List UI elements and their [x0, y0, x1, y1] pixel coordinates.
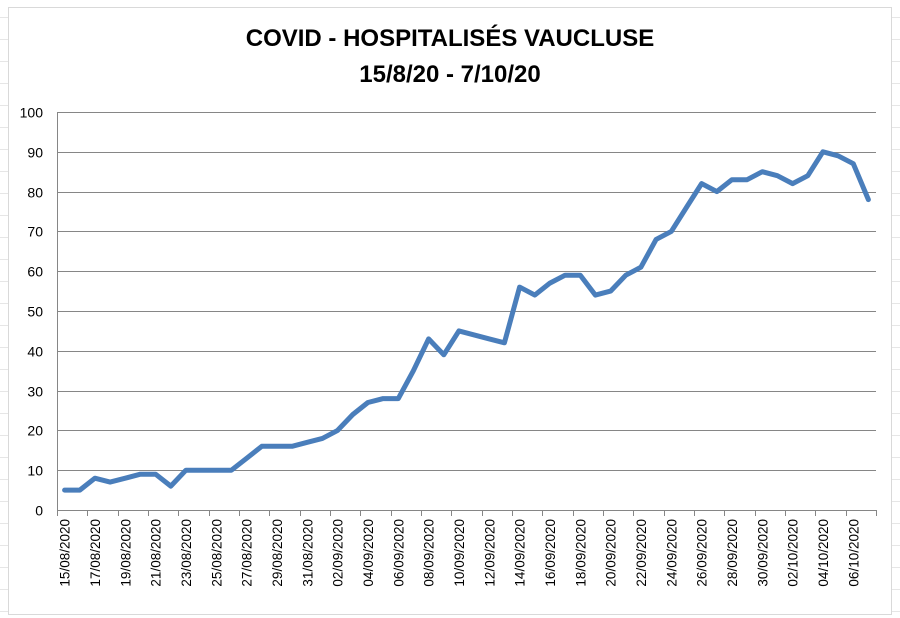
y-tick-label: 20	[27, 423, 43, 439]
x-tick-label: 20/09/2020	[604, 519, 619, 587]
y-tick-label: 10	[27, 463, 43, 479]
x-tick-label: 04/10/2020	[816, 519, 831, 587]
y-tick-label: 40	[27, 344, 43, 360]
x-tick-label: 21/08/2020	[149, 519, 164, 587]
x-tick-label: 12/09/2020	[482, 519, 497, 587]
x-tick-label: 14/09/2020	[513, 519, 528, 587]
x-tick-label: 17/08/2020	[88, 519, 103, 587]
x-tick-label: 02/10/2020	[786, 519, 801, 587]
x-tick-label: 19/08/2020	[118, 519, 133, 587]
y-axis-tick-labels: 0 10 20 30 40 50 60 70 80 90 100	[20, 105, 44, 519]
series-line	[62, 149, 871, 493]
y-tick-label: 70	[27, 224, 43, 240]
chart-title: COVID - HOSPITALISÉS VAUCLUSE	[245, 25, 655, 52]
x-tick-label: 27/08/2020	[240, 519, 255, 587]
y-tick-label: 60	[27, 264, 43, 280]
x-tick-label: 08/09/2020	[422, 519, 437, 587]
y-tick-label: 0	[35, 503, 43, 519]
y-tick-label: 30	[27, 384, 43, 400]
series-group	[62, 149, 871, 493]
x-tick-label: 06/09/2020	[391, 519, 406, 587]
x-tick-label: 26/09/2020	[695, 519, 710, 587]
y-tick-label: 90	[27, 145, 43, 161]
y-tick-label: 100	[20, 105, 44, 121]
x-tick-label: 02/09/2020	[331, 519, 346, 587]
x-tick-label: 25/08/2020	[209, 519, 224, 587]
x-tick-label: 23/08/2020	[179, 519, 194, 587]
gridlines	[57, 112, 876, 516]
x-tick-label: 29/08/2020	[270, 519, 285, 587]
x-tick-label: 15/08/2020	[58, 519, 73, 587]
chart-subtitle: 15/8/20 - 7/10/20	[359, 61, 541, 88]
x-tick-label: 04/09/2020	[361, 519, 376, 587]
x-tick-label: 31/08/2020	[300, 519, 315, 587]
x-tick-label: 28/09/2020	[725, 519, 740, 587]
x-tick-label: 10/09/2020	[452, 519, 467, 587]
x-axis-tick-labels: 15/08/2020 17/08/2020 19/08/2020 21/08/2020…	[58, 519, 862, 587]
x-tick-label: 24/09/2020	[664, 519, 679, 587]
x-tick-label: 30/09/2020	[755, 519, 770, 587]
x-tick-label: 16/09/2020	[543, 519, 558, 587]
y-tick-label: 80	[27, 185, 43, 201]
x-tick-label: 22/09/2020	[634, 519, 649, 587]
y-tick-label: 50	[27, 304, 43, 320]
x-tick-label: 18/09/2020	[573, 519, 588, 587]
x-tick-label: 06/10/2020	[846, 519, 861, 587]
x-axis	[57, 510, 877, 516]
